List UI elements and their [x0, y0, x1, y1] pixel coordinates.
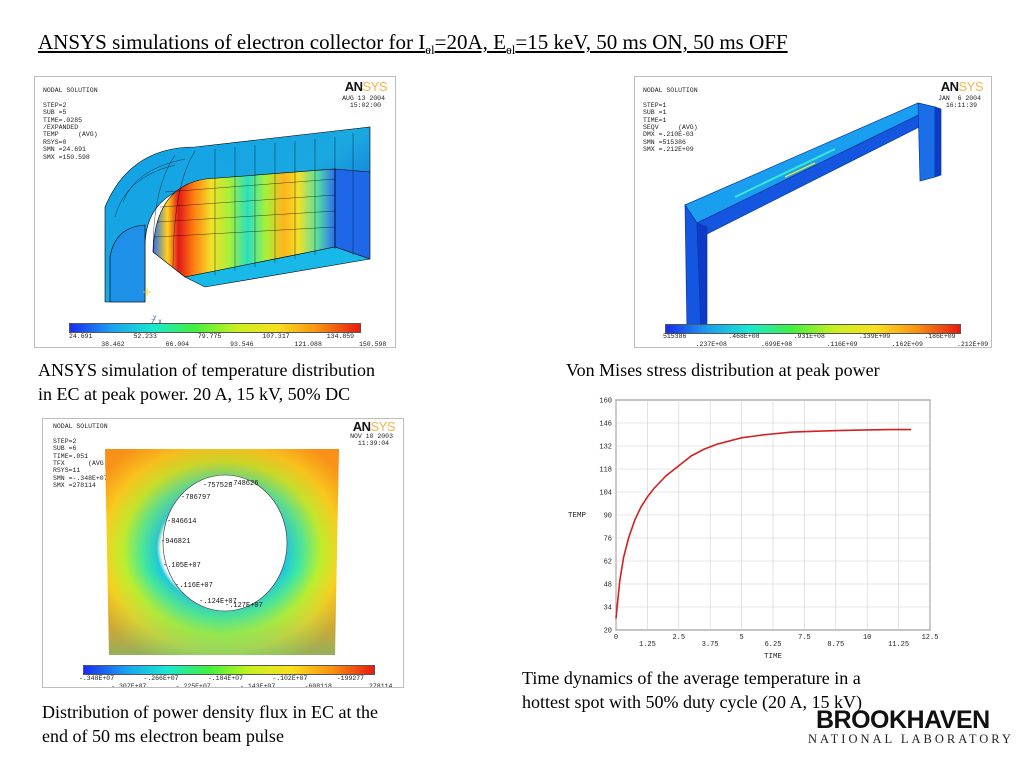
x-tick-label: 2.5: [672, 634, 685, 642]
y-tick-label: 132: [599, 444, 612, 452]
legend-tick: 79.775: [197, 333, 222, 340]
legend-tick: 38.462: [101, 341, 125, 348]
svg-text:Y: Y: [153, 315, 157, 322]
timestamp: AUG 13 2004 15:02:00: [342, 95, 385, 110]
legend-tick: -.225E+07: [175, 683, 211, 688]
ansys-logo: ANSYS: [940, 79, 984, 94]
flux-contour-plot: -748626-757528 -786797 -846614 -946821 -.105…: [105, 449, 339, 655]
x-axis-label: TIME: [764, 653, 783, 661]
nodal-solution-info: NODAL SOLUTION STEP=2 SUB =6 TIME=.051 T…: [53, 423, 108, 490]
temperature-series-line: [615, 428, 912, 619]
legend-tick: 52.233: [133, 333, 157, 340]
legend-tick: -.102E+07: [272, 675, 308, 682]
legend-tick: -.143E+07: [240, 683, 276, 688]
stress-color-legend: [665, 324, 961, 334]
x-tick-label: 1.25: [639, 641, 656, 649]
legend-tick: -199277: [336, 675, 365, 682]
y-tick-label: 76: [604, 536, 612, 544]
legend-tick: 66.004: [165, 341, 190, 348]
legend-tick: 150.598: [359, 341, 387, 348]
legend-tick: .139E+09: [859, 333, 891, 340]
contour-label: -946821: [161, 538, 190, 546]
legend-tick: -608118: [304, 683, 332, 688]
ansys-logo: ANSYS: [352, 419, 396, 434]
flux-color-legend: [83, 665, 375, 675]
brookhaven-logo: BROOKHAVEN: [816, 706, 990, 734]
contour-label: -.127E+07: [225, 602, 263, 610]
contour-label: -748626: [229, 480, 258, 488]
temperature-color-legend: [69, 323, 361, 333]
x-tick-label: 5: [739, 634, 743, 642]
contour-label: -.116E+07: [175, 582, 213, 590]
y-tick-label: 146: [599, 421, 612, 429]
ansys-logo: ANSYS: [344, 79, 388, 94]
legend-tick: -.266E+07: [143, 675, 179, 682]
contour-label: -846614: [167, 518, 196, 526]
legend-tick: 134.859: [326, 333, 355, 340]
x-tick-label: 3.75: [702, 641, 719, 649]
legend-tick: -.184E+07: [207, 675, 243, 682]
collector-temperature-model: Y Z X: [104, 126, 371, 326]
x-tick-label: 10: [863, 634, 871, 642]
flux-caption: Distribution of power density flux in EC…: [42, 702, 378, 746]
y-axis-label: TEMP: [568, 512, 587, 520]
legend-tick: 515386: [663, 333, 687, 340]
temperature-simulation-panel: NODAL SOLUTION STEP=2 SUB =5 TIME=.0285 …: [34, 76, 396, 348]
y-tick-label: 48: [604, 582, 612, 590]
x-tick-label: 6.25: [765, 641, 782, 649]
legend-tick: -.307E+07: [111, 683, 147, 688]
brookhaven-subtitle: NATIONAL LABORATORY: [808, 732, 1014, 746]
y-tick-label: 160: [599, 398, 612, 406]
legend-tick: .931E+08: [793, 333, 825, 340]
legend-tick: -.348E+07: [79, 675, 115, 682]
timestamp: JAN 6 2004 16:11:39: [938, 95, 981, 110]
y-tick-label: 34: [604, 605, 612, 613]
legend-tick: 121.088: [294, 341, 322, 348]
y-tick-label: 62: [604, 559, 612, 567]
y-tick-label: 118: [599, 467, 612, 475]
contour-label: -786797: [181, 494, 210, 502]
x-tick-label: 8.75: [827, 641, 844, 649]
legend-tick: .212E+09: [957, 341, 989, 348]
legend-tick: .468E+08: [728, 333, 760, 340]
legend-tick: .699E+08: [761, 341, 793, 348]
temperature-caption: ANSYS simulation of temperature distribu…: [38, 360, 375, 404]
nodal-solution-info: NODAL SOLUTION STEP=2 SUB =5 TIME=.0285 …: [43, 87, 98, 161]
x-tick-label: 12.5: [922, 634, 939, 642]
legend-tick: .186E+09: [924, 333, 956, 340]
x-tick-label: 7.5: [798, 634, 811, 642]
svg-text:Z X: Z X: [151, 319, 162, 326]
stress-caption: Von Mises stress distribution at peak po…: [566, 360, 880, 380]
legend-tick: 278114: [369, 683, 393, 688]
frame-stress-model: [684, 102, 942, 333]
contour-label: -757528: [203, 482, 232, 490]
legend-tick: 24.691: [69, 333, 93, 340]
y-tick-label: 104: [599, 490, 612, 498]
flux-simulation-panel: NODAL SOLUTION STEP=2 SUB =6 TIME=.051 T…: [42, 418, 404, 688]
time-dynamics-caption: Time dynamics of the average temperature…: [522, 668, 862, 712]
timestamp: NOV 10 2003 11:39:04: [350, 433, 393, 448]
legend-tick: 93.546: [230, 341, 254, 348]
legend-tick: 107.317: [262, 333, 290, 340]
y-tick-label: 90: [604, 513, 612, 521]
x-tick-label: 11.25: [888, 641, 909, 649]
y-tick-label: 20: [604, 628, 612, 636]
stress-simulation-panel: NODAL SOLUTION STEP=1 SUB =1 TIME=1 SEQV…: [634, 76, 992, 348]
temperature-time-chart: 20 34 48 62 76 90 104 118 132 146 160 0 1.25 2.5 3.75 5…: [568, 398, 939, 662]
legend-tick: .237E+08: [695, 341, 727, 348]
contour-label: -.124E+07: [199, 598, 237, 606]
contour-label: -.105E+07: [163, 562, 201, 570]
x-tick-label: 0: [614, 634, 618, 642]
nodal-solution-info: NODAL SOLUTION STEP=1 SUB =1 TIME=1 SEQV…: [643, 87, 698, 154]
legend-tick: .162E+09: [891, 341, 923, 348]
page-title: ANSYS simulations of electron collector …: [38, 30, 788, 58]
legend-tick: .116E+09: [826, 341, 858, 348]
